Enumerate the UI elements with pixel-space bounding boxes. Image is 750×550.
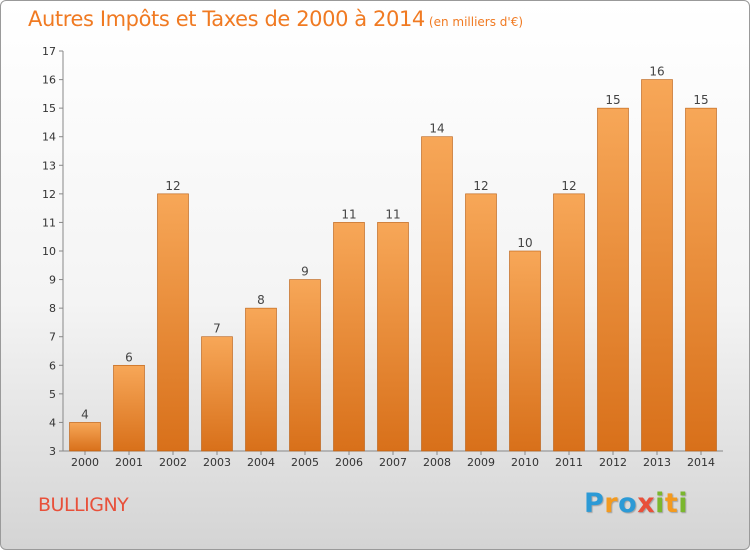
x-tick-label: 2005 xyxy=(291,456,319,469)
x-tick-label: 2006 xyxy=(335,456,363,469)
y-tick-label: 12 xyxy=(42,188,56,201)
bar-value-label: 9 xyxy=(301,265,309,279)
y-tick-label: 17 xyxy=(42,45,56,58)
bar xyxy=(289,279,321,452)
bar xyxy=(377,222,409,452)
bar xyxy=(465,193,497,452)
logo-letter: o xyxy=(618,488,638,519)
logo-letter: x xyxy=(637,488,656,519)
bar xyxy=(641,79,673,452)
x-tick-label: 2000 xyxy=(71,456,99,469)
x-tick-label: 2011 xyxy=(555,456,583,469)
y-tick-label: 11 xyxy=(42,216,56,229)
y-tick-label: 8 xyxy=(49,302,56,315)
logo-letter: i xyxy=(655,488,665,519)
bar-value-label: 11 xyxy=(341,207,356,221)
logo-letter: r xyxy=(604,488,619,519)
bar xyxy=(421,136,453,452)
bar-value-label: 12 xyxy=(561,179,576,193)
y-tick-label: 14 xyxy=(42,131,56,144)
bar-value-label: 7 xyxy=(213,322,221,336)
x-tick-label: 2014 xyxy=(687,456,715,469)
commune-name: BULLIGNY xyxy=(38,494,129,516)
value-labels: 4 6 12 7 8 9 11 11 14 12 10 12 15 16 15 xyxy=(81,65,708,422)
x-tick-label: 2007 xyxy=(379,456,407,469)
bar xyxy=(597,107,629,452)
bar xyxy=(69,422,101,452)
title-text: Autres Impôts et Taxes de 2000 à 2014 xyxy=(28,7,425,31)
y-tick-label: 9 xyxy=(49,274,56,287)
x-tick-label: 2001 xyxy=(115,456,143,469)
bar-value-label: 16 xyxy=(649,65,664,79)
logo-letter: i xyxy=(678,488,689,519)
proxiti-logo[interactable]: Proxiti xyxy=(584,488,688,519)
bar-value-label: 12 xyxy=(165,179,180,193)
title-unit: (en milliers d'€) xyxy=(428,15,524,29)
axes: 3 4 5 6 7 8 9 10 11 12 13 14 15 16 17 2000 2001 2002 2003 2… xyxy=(42,45,723,469)
logo-letter: t xyxy=(664,488,679,519)
y-tick-label: 10 xyxy=(42,245,56,258)
bars xyxy=(69,79,717,452)
bar-value-label: 4 xyxy=(81,407,89,421)
y-tick-label: 7 xyxy=(49,331,56,344)
bar-value-label: 8 xyxy=(257,293,265,307)
y-tick-label: 15 xyxy=(42,102,56,115)
bar xyxy=(201,336,233,452)
chart-title: Autres Impôts et Taxes de 2000 à 2014 (en… xyxy=(28,7,523,31)
y-tick-label: 13 xyxy=(42,159,56,172)
y-tick-label: 6 xyxy=(49,359,56,372)
bar-value-label: 12 xyxy=(473,179,488,193)
bar-value-label: 10 xyxy=(517,236,532,250)
bar xyxy=(509,250,541,452)
bar-value-label: 15 xyxy=(605,93,620,107)
bar xyxy=(333,222,365,452)
y-tick-label: 4 xyxy=(49,416,56,429)
x-tick-label: 2012 xyxy=(599,456,627,469)
x-tick-label: 2008 xyxy=(423,456,451,469)
bar xyxy=(685,107,717,452)
y-tick-label: 5 xyxy=(49,388,56,401)
bar xyxy=(553,193,585,452)
y-tick-label: 16 xyxy=(42,74,56,87)
bar xyxy=(157,193,189,452)
bar-value-label: 14 xyxy=(429,122,444,136)
x-tick-label: 2009 xyxy=(467,456,495,469)
y-tick-label: 3 xyxy=(49,445,56,458)
bar xyxy=(113,364,145,452)
bar-value-label: 15 xyxy=(693,93,708,107)
logo-letter: P xyxy=(584,488,605,519)
x-tick-label: 2013 xyxy=(643,456,671,469)
x-tick-label: 2002 xyxy=(159,456,187,469)
x-tick-label: 2010 xyxy=(511,456,539,469)
bar xyxy=(245,307,277,452)
x-tick-label: 2004 xyxy=(247,456,275,469)
bar-value-label: 6 xyxy=(125,350,133,364)
x-tick-label: 2003 xyxy=(203,456,231,469)
bar-value-label: 11 xyxy=(385,207,400,221)
